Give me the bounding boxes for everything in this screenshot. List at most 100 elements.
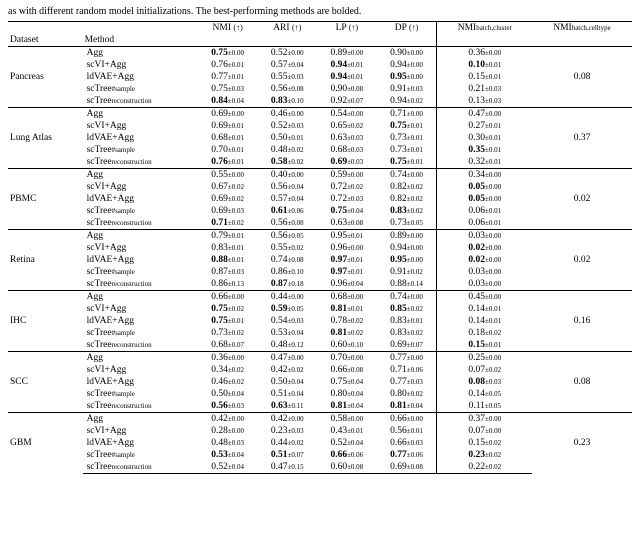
- dataset-name: Lung Atlas: [8, 108, 83, 169]
- cell: 0.11±0.05: [437, 400, 532, 413]
- cell: 0.67±0.02: [198, 181, 258, 193]
- cell: 0.46±0.00: [257, 108, 317, 121]
- cell: 0.82±0.02: [377, 193, 437, 205]
- cell: 0.90±0.08: [317, 83, 377, 95]
- cell: 0.52±0.04: [317, 437, 377, 449]
- cell: 0.60±0.10: [317, 339, 377, 352]
- cell: 0.48±0.02: [257, 144, 317, 156]
- method-name: scTreereconstruction: [83, 278, 198, 291]
- method-name: scTree#sample: [83, 266, 198, 278]
- cell: 0.94±0.01: [317, 71, 377, 83]
- method-name: ldVAE+Agg: [83, 315, 198, 327]
- cell: 0.92±0.07: [317, 95, 377, 108]
- cell: 0.15±0.02: [437, 437, 532, 449]
- cell: 0.56±0.08: [257, 83, 317, 95]
- col-nmi-batch-celltype: NMIbatch,celltype: [532, 22, 632, 35]
- cell: 0.81±0.04: [377, 400, 437, 413]
- cell: 0.02±0.00: [437, 242, 532, 254]
- cell: 0.14±0.01: [437, 303, 532, 315]
- cell: 0.53±0.04: [257, 327, 317, 339]
- cell: 0.91±0.03: [377, 83, 437, 95]
- cell: 0.37±0.00: [437, 413, 532, 426]
- cell: 0.54±0.03: [257, 315, 317, 327]
- method-name: scVI+Agg: [83, 425, 198, 437]
- table-row: PancreasAgg0.75±0.000.52±0.000.89±0.000.…: [8, 47, 632, 60]
- dataset-name: IHC: [8, 291, 83, 352]
- cell: 0.52±0.00: [257, 47, 317, 60]
- cell: 0.83±0.01: [377, 315, 437, 327]
- cell: 0.42±0.00: [198, 413, 258, 426]
- table-row: SCCAgg0.36±0.000.47±0.000.70±0.000.77±0.…: [8, 352, 632, 365]
- cell: 0.79±0.01: [198, 230, 258, 243]
- method-name: scVI+Agg: [83, 120, 198, 132]
- celltype-nmi: 0.23: [532, 413, 632, 474]
- cell: 0.94±0.01: [317, 59, 377, 71]
- table-row: IHCAgg0.66±0.000.44±0.000.68±0.000.74±0.…: [8, 291, 632, 304]
- cell: 0.68±0.01: [198, 132, 258, 144]
- cell: 0.68±0.00: [317, 291, 377, 304]
- cell: 0.75±0.01: [377, 120, 437, 132]
- cell: 0.77±0.03: [377, 376, 437, 388]
- cell: 0.52±0.03: [257, 120, 317, 132]
- cell: 0.75±0.02: [198, 303, 258, 315]
- cell: 0.34±0.00: [437, 169, 532, 182]
- cell: 0.63±0.03: [317, 132, 377, 144]
- cell: 0.83±0.10: [257, 95, 317, 108]
- cell: 0.81±0.04: [317, 400, 377, 413]
- cell: 0.59±0.05: [257, 303, 317, 315]
- cell: 0.22±0.02: [437, 461, 532, 474]
- col-ari: ARI (↑): [257, 22, 317, 35]
- cell: 0.87±0.18: [257, 278, 317, 291]
- cell: 0.02±0.00: [437, 254, 532, 266]
- method-name: scTreereconstruction: [83, 461, 198, 474]
- cell: 0.53±0.04: [198, 449, 258, 461]
- cell: 0.95±0.00: [377, 71, 437, 83]
- cell: 0.74±0.00: [377, 169, 437, 182]
- cell: 0.18±0.02: [437, 327, 532, 339]
- cell: 0.51±0.07: [257, 449, 317, 461]
- results-table: NMI (↑) ARI (↑) LP (↑) DP (↑) NMIbatch,c…: [8, 21, 632, 474]
- cell: 0.50±0.04: [257, 376, 317, 388]
- dataset-name: SCC: [8, 352, 83, 413]
- method-name: ldVAE+Agg: [83, 376, 198, 388]
- dataset-name: Retina: [8, 230, 83, 291]
- cell: 0.75±0.04: [317, 205, 377, 217]
- col-nmi: NMI (↑): [198, 22, 258, 35]
- celltype-nmi: 0.02: [532, 230, 632, 291]
- cell: 0.56±0.08: [257, 217, 317, 230]
- method-name: Agg: [83, 47, 198, 60]
- cell: 0.69±0.03: [198, 205, 258, 217]
- cell: 0.40±0.00: [257, 169, 317, 182]
- method-name: scTreereconstruction: [83, 400, 198, 413]
- cell: 0.81±0.01: [317, 303, 377, 315]
- cell: 0.69±0.01: [198, 120, 258, 132]
- dataset-name: Pancreas: [8, 47, 83, 108]
- cell: 0.76±0.01: [198, 59, 258, 71]
- method-name: ldVAE+Agg: [83, 254, 198, 266]
- cell: 0.71±0.06: [377, 364, 437, 376]
- method-name: scTreereconstruction: [83, 95, 198, 108]
- cell: 0.66±0.03: [377, 437, 437, 449]
- cell: 0.25±0.00: [437, 352, 532, 365]
- cell: 0.61±0.06: [257, 205, 317, 217]
- cell: 0.56±0.01: [377, 425, 437, 437]
- cell: 0.63±0.08: [317, 217, 377, 230]
- cell: 0.66±0.06: [317, 449, 377, 461]
- cell: 0.28±0.00: [198, 425, 258, 437]
- cell: 0.10±0.01: [437, 59, 532, 71]
- cell: 0.66±0.08: [317, 364, 377, 376]
- method-name: scTreereconstruction: [83, 217, 198, 230]
- cell: 0.86±0.10: [257, 266, 317, 278]
- dataset-name: PBMC: [8, 169, 83, 230]
- method-name: ldVAE+Agg: [83, 437, 198, 449]
- method-name: ldVAE+Agg: [83, 71, 198, 83]
- cell: 0.06±0.01: [437, 205, 532, 217]
- cell: 0.80±0.02: [377, 388, 437, 400]
- cell: 0.87±0.03: [198, 266, 258, 278]
- cell: 0.77±0.01: [198, 71, 258, 83]
- cell: 0.45±0.00: [437, 291, 532, 304]
- cell: 0.35±0.01: [437, 144, 532, 156]
- cell: 0.83±0.02: [377, 327, 437, 339]
- cell: 0.42±0.00: [257, 413, 317, 426]
- cell: 0.15±0.01: [437, 71, 532, 83]
